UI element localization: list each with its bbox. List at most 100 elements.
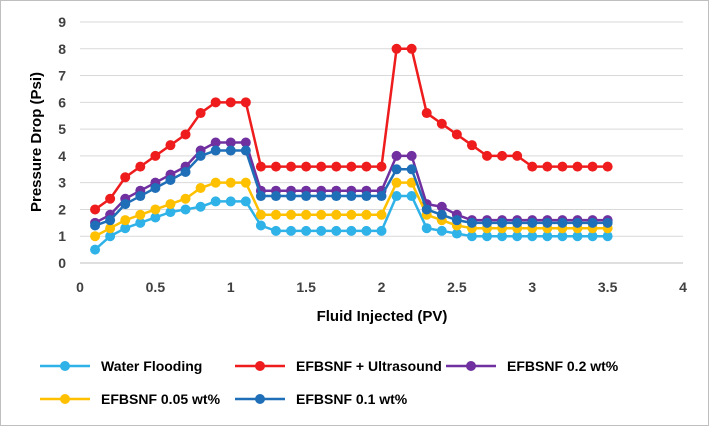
data-point	[210, 196, 221, 207]
data-point	[436, 118, 447, 129]
data-point	[301, 225, 312, 236]
legend-label: EFBSNF 0.05 wt%	[101, 391, 221, 407]
data-point	[135, 209, 146, 220]
data-point	[602, 231, 613, 242]
data-point	[421, 204, 432, 215]
x-tick-label: 2	[378, 279, 386, 295]
data-point	[376, 209, 387, 220]
data-point	[255, 161, 266, 172]
data-point	[301, 161, 312, 172]
data-point	[527, 231, 538, 242]
y-axis-title: Pressure Drop (Psi)	[28, 72, 45, 212]
data-point	[572, 231, 583, 242]
data-point	[316, 161, 327, 172]
legend-label: EFBSNF 0.2 wt%	[507, 358, 619, 374]
data-point	[120, 199, 131, 210]
data-point	[135, 217, 146, 228]
data-point	[225, 177, 236, 188]
data-point	[361, 191, 372, 202]
x-tick-label: 3.5	[598, 279, 618, 295]
data-point	[512, 231, 523, 242]
x-tick-label: 1.5	[296, 279, 316, 295]
legend-label: Water Flooding	[101, 358, 202, 374]
data-point	[225, 145, 236, 156]
legend-marker	[466, 361, 476, 371]
legend-marker	[255, 394, 265, 404]
legend-marker	[60, 394, 70, 404]
series-4	[90, 145, 613, 231]
legend: Water Flooding EFBSNF + Ultrasound EFBSNF …	[40, 358, 619, 407]
data-point	[346, 225, 357, 236]
data-point	[331, 191, 342, 202]
data-point	[301, 191, 312, 202]
data-point	[195, 150, 206, 161]
data-point	[497, 231, 508, 242]
data-point	[602, 161, 613, 172]
data-point	[451, 215, 462, 226]
data-point	[286, 225, 297, 236]
data-point	[105, 215, 116, 226]
y-tick-label: 3	[58, 175, 66, 191]
data-point	[572, 161, 583, 172]
data-point	[527, 161, 538, 172]
data-point	[331, 209, 342, 220]
data-point	[421, 108, 432, 119]
data-point	[512, 150, 523, 161]
data-point	[135, 191, 146, 202]
data-point	[406, 191, 417, 202]
series-1	[90, 43, 613, 215]
data-point	[346, 161, 357, 172]
data-point	[466, 217, 477, 228]
data-point	[165, 207, 176, 218]
data-point	[105, 193, 116, 204]
legend-marker	[60, 361, 70, 371]
data-point	[466, 231, 477, 242]
tick-labels: 0 1 2 3 4 5 6 7 8 9 0 0.5 1 1.5 2 2.5 3 3.5 4	[58, 14, 687, 295]
data-point	[391, 177, 402, 188]
data-point	[466, 140, 477, 151]
data-point	[240, 137, 251, 148]
y-tick-label: 2	[58, 201, 66, 217]
data-point	[255, 209, 266, 220]
data-point	[316, 191, 327, 202]
y-tick-label: 1	[58, 228, 66, 244]
data-point	[376, 225, 387, 236]
data-point	[195, 183, 206, 194]
data-point	[587, 161, 598, 172]
data-point	[557, 161, 568, 172]
data-point	[270, 225, 281, 236]
data-point	[180, 193, 191, 204]
data-point	[240, 145, 251, 156]
data-point	[135, 161, 146, 172]
data-point	[210, 97, 221, 108]
data-point	[240, 196, 251, 207]
data-point	[90, 244, 101, 255]
data-point	[165, 174, 176, 185]
data-point	[376, 161, 387, 172]
legend-item: EFBSNF 0.2 wt%	[446, 358, 619, 374]
data-point	[90, 231, 101, 242]
data-point	[240, 97, 251, 108]
data-point	[150, 204, 161, 215]
x-tick-label: 2.5	[447, 279, 467, 295]
data-point	[255, 191, 266, 202]
data-point	[331, 161, 342, 172]
data-point	[346, 209, 357, 220]
data-point	[557, 231, 568, 242]
data-point	[120, 223, 131, 234]
data-point	[210, 137, 221, 148]
data-point	[436, 225, 447, 236]
data-point	[482, 150, 493, 161]
data-point	[331, 225, 342, 236]
series-0	[90, 191, 613, 255]
x-tick-label: 3	[528, 279, 536, 295]
data-point	[210, 177, 221, 188]
data-point	[376, 191, 387, 202]
data-point	[225, 137, 236, 148]
data-point	[406, 43, 417, 54]
data-point	[286, 209, 297, 220]
data-point	[165, 140, 176, 151]
data-point	[587, 217, 598, 228]
y-tick-label: 4	[58, 148, 66, 164]
data-point	[195, 108, 206, 119]
